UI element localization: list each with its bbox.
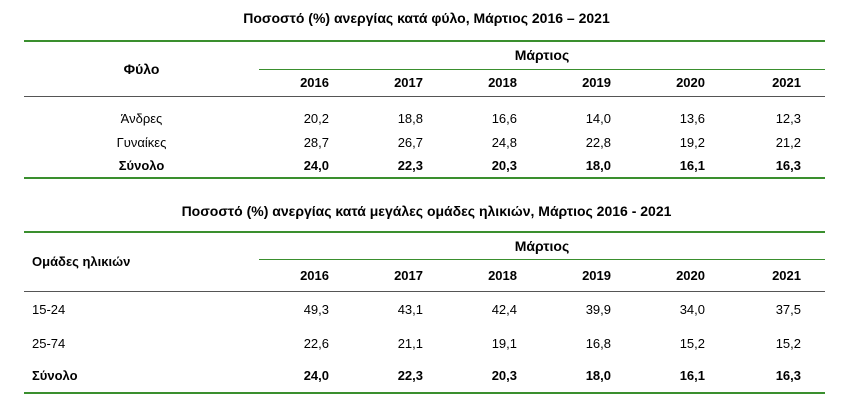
unemployment-by-sex-table: Φύλο Μάρτιος 2016 2017 2018 2019 2020 20… <box>24 40 825 179</box>
cell-value: 49,3 <box>303 301 329 317</box>
cell-value: 20,3 <box>491 158 517 173</box>
row-label: Γυναίκες <box>116 134 167 150</box>
cell-value: 18,0 <box>585 158 611 173</box>
year-header: 2020 <box>635 69 729 97</box>
cell-value: 22,8 <box>585 134 611 150</box>
cell-value: 20,3 <box>491 368 517 383</box>
cell-value: 21,1 <box>397 335 423 351</box>
cell-value: 16,8 <box>585 335 611 351</box>
year-header: 2021 <box>729 69 825 97</box>
row-header-age-groups: Ομάδες ηλικιών <box>24 232 259 292</box>
cell-value: 15,2 <box>775 335 801 351</box>
unemployment-by-age-table: Ομάδες ηλικιών Μάρτιος 2016 2017 2018 20… <box>24 231 825 394</box>
cell-value: 22,3 <box>397 158 423 173</box>
table-row: Γυναίκες 28,7 26,7 24,8 22,8 19,2 21,2 <box>24 130 825 154</box>
row-label: Σύνολο <box>118 158 165 173</box>
cell-value: 19,1 <box>491 335 517 351</box>
cell-value: 12,3 <box>775 110 801 126</box>
cell-value: 34,0 <box>679 301 705 317</box>
cell-value: 42,4 <box>491 301 517 317</box>
cell-value: 24,8 <box>491 134 517 150</box>
row-label: 15-24 <box>32 301 66 317</box>
year-header: 2021 <box>729 259 825 292</box>
row-header-sex: Φύλο <box>24 41 259 97</box>
cell-value: 37,5 <box>775 301 801 317</box>
cell-value: 22,6 <box>303 335 329 351</box>
cell-value: 18,8 <box>397 110 423 126</box>
table2-title: Ποσοστό (%) ανεργίας κατά μεγάλες ομάδες… <box>181 203 672 219</box>
cell-value: 26,7 <box>397 134 423 150</box>
year-header: 2018 <box>447 69 541 97</box>
year-header: 2016 <box>259 69 353 97</box>
row-label: 25-74 <box>32 335 66 351</box>
year-header: 2017 <box>353 259 447 292</box>
cell-value: 14,0 <box>585 110 611 126</box>
cell-value: 19,2 <box>679 134 705 150</box>
year-header: 2017 <box>353 69 447 97</box>
year-header: 2019 <box>541 259 635 292</box>
cell-value: 15,2 <box>679 335 705 351</box>
year-header: 2020 <box>635 259 729 292</box>
cell-value: 16,1 <box>679 368 705 383</box>
cell-value: 18,0 <box>585 368 611 383</box>
row-label: Άνδρες <box>120 110 163 126</box>
row-label: Σύνολο <box>32 368 78 383</box>
table1-title: Ποσοστό (%) ανεργίας κατά φύλο, Μάρτιος … <box>243 10 610 26</box>
cell-value: 24,0 <box>303 368 329 383</box>
table-row-total: Σύνολο 24,0 22,3 20,3 18,0 16,1 16,3 <box>24 359 825 393</box>
table-row: 25-74 22,6 21,1 19,1 16,8 15,2 15,2 <box>24 327 825 359</box>
cell-value: 21,2 <box>775 134 801 150</box>
cell-value: 20,2 <box>303 110 329 126</box>
cell-value: 16,1 <box>679 158 705 173</box>
group-header-march: Μάρτιος <box>259 41 825 70</box>
table-row-total: Σύνολο 24,0 22,3 20,3 18,0 16,1 16,3 <box>24 154 825 178</box>
year-header: 2016 <box>259 259 353 292</box>
cell-value: 16,3 <box>775 158 801 173</box>
cell-value: 28,7 <box>303 134 329 150</box>
year-header: 2019 <box>541 69 635 97</box>
cell-value: 43,1 <box>397 301 423 317</box>
table-row: Άνδρες 20,2 18,8 16,6 14,0 13,6 12,3 <box>24 106 825 130</box>
table-row: 15-24 49,3 43,1 42,4 39,9 34,0 37,5 <box>24 291 825 327</box>
group-header-march: Μάρτιος <box>259 232 825 260</box>
year-header: 2018 <box>447 259 541 292</box>
cell-value: 16,6 <box>491 110 517 126</box>
cell-value: 24,0 <box>303 158 329 173</box>
cell-value: 13,6 <box>679 110 705 126</box>
cell-value: 16,3 <box>775 368 801 383</box>
cell-value: 22,3 <box>397 368 423 383</box>
cell-value: 39,9 <box>585 301 611 317</box>
